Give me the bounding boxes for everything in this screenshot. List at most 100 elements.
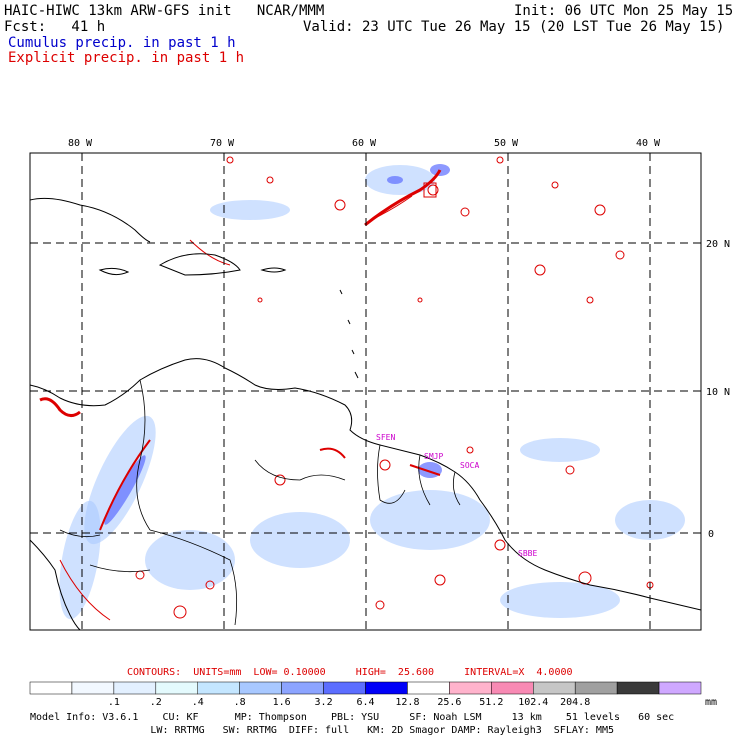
colorbar-labels: .1 .2 .4 .8 1.6 3.2 6.4 12.8 25.6 51.2 102.4 204.8 <box>108 697 590 708</box>
colorbar-swatch <box>29 681 73 695</box>
cumulus-area-amazon-west <box>145 530 235 590</box>
colorbar-swatch <box>533 681 576 695</box>
colorbar-tick-label: 25.6 <box>437 697 461 708</box>
explicit-cell-18 <box>375 600 385 610</box>
colorbar-swatch <box>491 681 534 695</box>
colorbar-swatch <box>281 681 324 695</box>
cumulus-dense-andes <box>104 455 146 525</box>
coast-hispaniola <box>158 253 241 276</box>
valid-time: Valid: 23 UTC Tue 26 May 15 (20 LST Tue … <box>303 19 725 35</box>
explicit-panama <box>39 397 81 417</box>
colorbar-swatch <box>574 681 618 695</box>
lon-label: 80 W <box>68 138 93 149</box>
coast-pacific <box>29 539 81 631</box>
lat-label: 10 N <box>706 387 730 398</box>
lat-label: 20 N <box>706 239 730 250</box>
colorbar-swatch <box>197 681 240 695</box>
explicit-band-atlantic <box>364 169 442 227</box>
explicit-cell-10 <box>466 446 474 454</box>
colorbar-tick-label: .2 <box>150 697 162 708</box>
model-info-line2: LW: RRTMG SW: RRTMG DIFF: full KM: 2D Sm… <box>30 725 614 736</box>
explicit-cell-1 <box>427 184 439 196</box>
coast-antilles-3 <box>351 349 355 355</box>
border-french-guiana <box>452 471 461 506</box>
colorbar-swatch <box>71 681 115 695</box>
colorbar-tick-label: 204.8 <box>560 697 590 708</box>
cumulus-area-guianas <box>370 490 490 550</box>
highlight-box <box>423 182 437 198</box>
contours-info: CONTOURS: UNITS=mm LOW= 0.10000 HIGH= 25… <box>127 667 573 678</box>
border-peru <box>89 564 151 573</box>
lon-label: 60 W <box>352 138 377 149</box>
cumulus-area-caribbean <box>210 200 290 220</box>
explicit-cell-24 <box>417 297 423 303</box>
explicit-cell-3 <box>460 207 470 217</box>
axis-labels: 80 W 70 W 60 W 50 W 40 W 20 N 10 N 0 <box>68 138 730 540</box>
explicit-cell-20 <box>226 156 234 164</box>
cumulus-area-amazon-central <box>250 512 350 568</box>
colorbar <box>29 681 702 695</box>
border-guyana <box>377 444 406 504</box>
colorbar-swatch <box>449 681 492 695</box>
init-time: Init: 06 UTC Mon 25 May 15 <box>514 3 734 19</box>
explicit-venezuela <box>319 447 346 459</box>
country-borders <box>59 379 461 626</box>
explicit-andes-band <box>99 439 151 531</box>
lon-label: 40 W <box>636 138 661 149</box>
colorbar-swatch <box>239 681 282 695</box>
explicit-cell-8 <box>274 474 286 486</box>
explicit-cell-15 <box>173 605 187 619</box>
border-colombia-brazil <box>149 529 238 626</box>
grid-lines <box>30 153 701 630</box>
explicit-cell-2 <box>334 199 346 211</box>
coast-antilles-1 <box>339 289 343 295</box>
lon-label: 70 W <box>210 138 235 149</box>
model-info-line1: Model Info: V3.6.1 CU: KF MP: Thompson P… <box>30 712 675 723</box>
colorbar-tick-label: 102.4 <box>518 697 548 708</box>
colorbar-tick-label: .4 <box>192 697 204 708</box>
station-label: SBBE <box>518 549 537 558</box>
colorbar-tick-label: 1.6 <box>273 697 291 708</box>
explicit-cell-7 <box>586 296 594 304</box>
colorbar-swatch <box>155 681 198 695</box>
colorbar-swatch <box>365 681 408 695</box>
explicit-cell-11 <box>565 465 575 475</box>
coast-antilles-4 <box>354 371 359 379</box>
explicit-guyana <box>409 464 441 476</box>
border-ecuador <box>59 529 101 538</box>
explicit-cell-21 <box>266 176 274 184</box>
cumulus-area-andes-north <box>84 415 156 545</box>
cumulus-area-andes-south <box>59 500 101 620</box>
lat-label: 0 <box>708 529 714 540</box>
explicit-cell-17 <box>205 580 215 590</box>
explicit-cell-12 <box>494 539 506 551</box>
explicit-peru <box>59 559 111 621</box>
colorbar-tick-label: 6.4 <box>356 697 374 708</box>
station-label: SFEN <box>376 433 395 442</box>
model-title: HAIC-HIWC 13km ARW-GFS init NCAR/MMM <box>4 3 325 19</box>
colorbar-swatch <box>323 681 366 695</box>
explicit-cell-4 <box>594 204 606 216</box>
coast-puerto-rico <box>260 267 287 273</box>
colorbar-swatch <box>407 681 450 695</box>
explicit-legend-label: Explicit precip. in past 1 h <box>8 50 245 66</box>
station-label: SMJP <box>424 452 443 461</box>
lon-label: 50 W <box>494 138 519 149</box>
colorbar-swatch <box>113 681 157 695</box>
colorbar-swatch <box>658 681 702 695</box>
coast-jamaica <box>98 267 130 276</box>
explicit-cell-13 <box>434 574 446 586</box>
explicit-band-atlantic-2 <box>374 195 413 219</box>
explicit-cell-25 <box>257 297 263 303</box>
explicit-cell-23 <box>551 181 559 189</box>
explicit-cell-22 <box>496 156 504 164</box>
coast-cuba <box>29 197 151 243</box>
colorbar-tick-label: 51.2 <box>479 697 503 708</box>
colorbar-tick-label: .8 <box>234 697 246 708</box>
colorbar-unit: mm <box>705 697 718 708</box>
explicit-cell-5 <box>615 250 625 260</box>
station-labels: SFEN SMJP SOCA SBBE <box>376 433 537 558</box>
border-venezuela-brazil <box>254 459 346 481</box>
cumulus-area-atlantic-itcz <box>520 438 600 462</box>
